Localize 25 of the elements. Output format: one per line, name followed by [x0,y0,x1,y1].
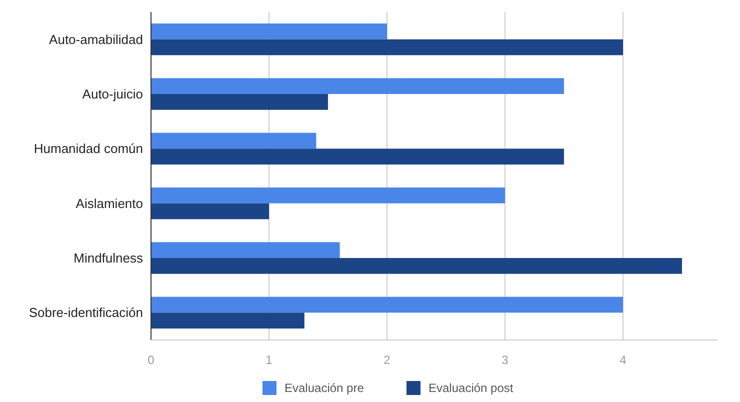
bar [151,39,623,56]
bar [151,187,505,204]
legend-label: Evaluación pre [284,381,364,396]
bar [151,203,269,220]
legend-label: Evaluación post [428,381,514,396]
x-tick-label: 1 [266,353,273,367]
x-tick-label: 0 [148,353,155,367]
y-tick-label: Humanidad común [34,141,143,156]
bar [151,132,316,149]
bar [151,296,623,313]
bar [151,94,328,110]
x-tick-label: 4 [620,353,627,367]
bar [151,242,340,258]
bar [151,258,682,274]
y-tick-label: Mindfulness [74,250,144,266]
y-tick-label: Aislamiento [76,196,143,211]
y-tick-label: Auto-juicio [82,86,143,102]
x-tick-label: 3 [502,353,509,367]
bar [151,312,304,329]
bar [151,23,387,40]
x-tick-label: 2 [384,353,391,367]
bar [151,78,564,94]
bar [151,148,564,165]
y-tick-label: Auto-amabilidad [49,32,143,47]
y-tick-label: Sobre-identificación [28,305,143,320]
